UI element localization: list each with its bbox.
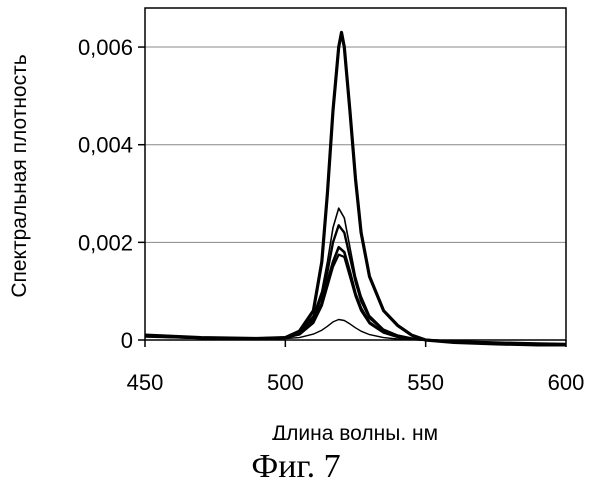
x-tick-label: 600 bbox=[548, 370, 585, 395]
spectral-density-chart: 0 0,002 0,004 0,006 450 500 550 600 Спектральна… bbox=[8, 7, 584, 445]
y-tick-label: 0 bbox=[121, 328, 133, 353]
series-line-5 bbox=[144, 253, 567, 346]
y-axis-label: Спектральная плотность bbox=[8, 54, 31, 297]
figure-caption: Фиг. 7 bbox=[251, 448, 341, 485]
y-tick-label: 0,004 bbox=[78, 133, 133, 158]
y-tick-label: 0,002 bbox=[78, 230, 133, 255]
y-tick-label: 0,006 bbox=[78, 35, 133, 60]
grid-layer bbox=[145, 46, 566, 243]
x-tick-label: 450 bbox=[127, 370, 164, 395]
tick-layer: 0 0,002 0,004 0,006 450 500 550 600 bbox=[78, 35, 584, 395]
series-line-6 bbox=[144, 318, 567, 345]
plot-frame bbox=[144, 7, 567, 341]
x-axis-label: Длина волны, нм bbox=[272, 422, 438, 440]
x-tick-label: 500 bbox=[267, 370, 304, 395]
series-layer bbox=[144, 30, 567, 347]
x-tick-label: 550 bbox=[407, 370, 444, 395]
